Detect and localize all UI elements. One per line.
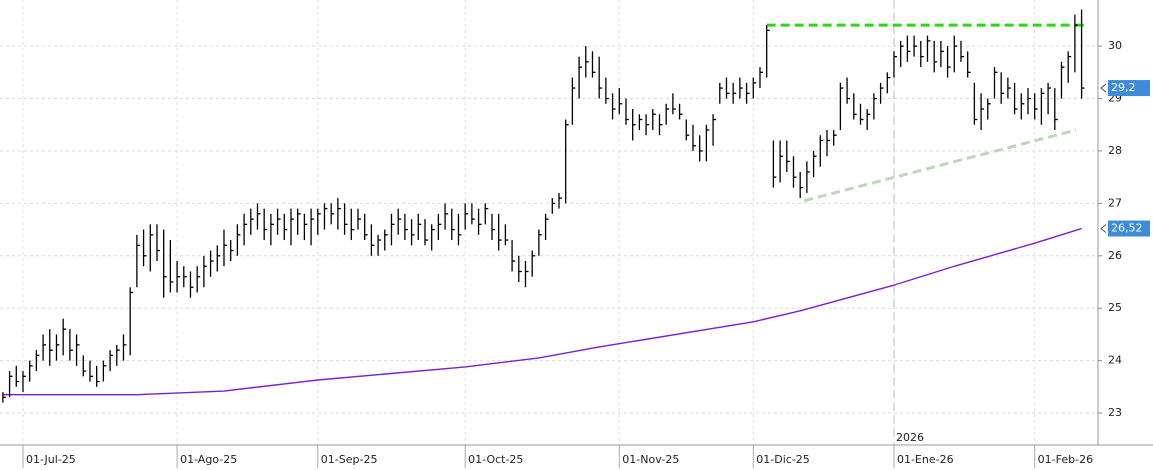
y-tick-label: 23	[1108, 406, 1122, 419]
price-box	[1108, 220, 1150, 237]
y-tick-label: 24	[1108, 354, 1122, 367]
y-tick-label: 25	[1108, 301, 1122, 314]
x-tick-label: 01-Dic-25	[756, 453, 810, 466]
y-tick-label: 28	[1108, 144, 1122, 157]
price-box	[1108, 80, 1150, 97]
y-tick-label: 27	[1108, 196, 1122, 209]
x-tick-label: 01-Oct-25	[468, 453, 523, 466]
x-tick-label: 01-Ene-26	[897, 453, 954, 466]
x-tick-label: 01-Ago-25	[180, 453, 237, 466]
x-tick-label: 01-Jul-25	[26, 453, 76, 466]
price-label: 26,52	[1111, 222, 1143, 235]
price-pointer	[1100, 83, 1107, 93]
x-tick-label: 01-Sep-25	[321, 453, 378, 466]
x-tick-label: 01-Nov-25	[622, 453, 679, 466]
y-tick-label: 30	[1108, 39, 1122, 52]
moving-average	[2, 227, 1082, 396]
price-label: 29,2	[1111, 81, 1136, 94]
trend-line	[803, 128, 1077, 203]
y-tick-label: 26	[1108, 249, 1122, 262]
year-label: 2026	[896, 431, 924, 444]
price-pointer	[1100, 224, 1107, 233]
x-tick-label: 01-Feb-26	[1038, 453, 1093, 466]
